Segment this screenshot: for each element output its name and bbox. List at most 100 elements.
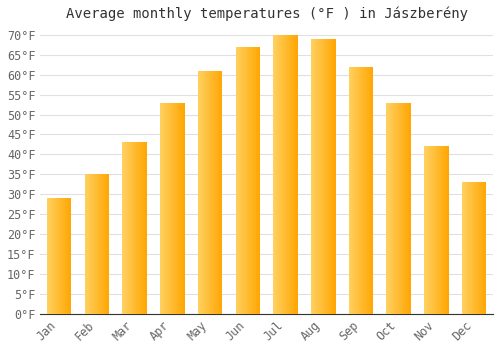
Bar xyxy=(447,146,448,314)
Bar xyxy=(405,103,406,314)
Bar xyxy=(313,39,314,314)
Bar xyxy=(130,142,131,314)
Bar xyxy=(406,103,408,314)
Bar xyxy=(288,35,289,314)
Bar xyxy=(444,146,445,314)
Bar xyxy=(396,103,397,314)
Bar xyxy=(390,103,391,314)
Bar xyxy=(220,71,221,314)
Bar xyxy=(485,182,486,314)
Bar xyxy=(96,174,97,314)
Bar xyxy=(437,146,438,314)
Bar xyxy=(141,142,142,314)
Bar xyxy=(122,142,123,314)
Bar xyxy=(162,103,163,314)
Bar xyxy=(237,47,238,314)
Bar xyxy=(240,47,241,314)
Bar xyxy=(465,182,466,314)
Bar xyxy=(335,39,336,314)
Bar xyxy=(208,71,209,314)
Bar xyxy=(108,174,109,314)
Bar xyxy=(408,103,409,314)
Bar xyxy=(332,39,333,314)
Bar xyxy=(328,39,329,314)
Bar xyxy=(403,103,404,314)
Bar xyxy=(443,146,444,314)
Bar xyxy=(280,35,281,314)
Bar xyxy=(238,47,239,314)
Bar xyxy=(277,35,278,314)
Bar xyxy=(251,47,252,314)
Bar xyxy=(246,47,247,314)
Bar xyxy=(334,39,335,314)
Bar xyxy=(475,182,476,314)
Bar xyxy=(350,66,351,314)
Bar xyxy=(463,182,464,314)
Bar xyxy=(132,142,133,314)
Bar xyxy=(217,71,218,314)
Bar xyxy=(472,182,473,314)
Bar xyxy=(165,103,166,314)
Bar xyxy=(462,182,463,314)
Bar xyxy=(250,47,251,314)
Bar xyxy=(67,198,68,314)
Bar xyxy=(52,198,53,314)
Bar xyxy=(87,174,88,314)
Bar xyxy=(214,71,215,314)
Bar xyxy=(166,103,167,314)
Bar xyxy=(370,66,371,314)
Bar xyxy=(364,66,366,314)
Bar xyxy=(255,47,256,314)
Bar xyxy=(202,71,203,314)
Bar xyxy=(367,66,368,314)
Bar xyxy=(293,35,294,314)
Bar xyxy=(329,39,330,314)
Bar xyxy=(319,39,320,314)
Bar xyxy=(124,142,125,314)
Bar xyxy=(352,66,353,314)
Bar xyxy=(314,39,316,314)
Bar xyxy=(92,174,93,314)
Bar xyxy=(172,103,173,314)
Bar xyxy=(297,35,298,314)
Bar xyxy=(215,71,216,314)
Bar xyxy=(101,174,102,314)
Bar xyxy=(48,198,50,314)
Bar xyxy=(84,174,86,314)
Bar xyxy=(239,47,240,314)
Bar xyxy=(257,47,258,314)
Bar xyxy=(279,35,280,314)
Bar xyxy=(106,174,108,314)
Bar xyxy=(143,142,144,314)
Bar xyxy=(317,39,318,314)
Bar xyxy=(171,103,172,314)
Bar xyxy=(395,103,396,314)
Bar xyxy=(97,174,98,314)
Bar xyxy=(54,198,55,314)
Bar xyxy=(247,47,248,314)
Bar xyxy=(254,47,255,314)
Bar xyxy=(404,103,405,314)
Bar xyxy=(289,35,290,314)
Bar xyxy=(331,39,332,314)
Bar xyxy=(429,146,430,314)
Bar xyxy=(287,35,288,314)
Bar xyxy=(439,146,440,314)
Bar xyxy=(175,103,176,314)
Bar xyxy=(133,142,134,314)
Bar xyxy=(479,182,480,314)
Bar xyxy=(103,174,104,314)
Bar xyxy=(482,182,483,314)
Bar xyxy=(258,47,259,314)
Bar xyxy=(179,103,180,314)
Bar xyxy=(88,174,89,314)
Bar xyxy=(360,66,361,314)
Bar xyxy=(173,103,174,314)
Bar xyxy=(90,174,91,314)
Bar xyxy=(56,198,58,314)
Bar xyxy=(324,39,325,314)
Bar xyxy=(283,35,284,314)
Bar xyxy=(183,103,184,314)
Bar xyxy=(62,198,63,314)
Bar xyxy=(361,66,362,314)
